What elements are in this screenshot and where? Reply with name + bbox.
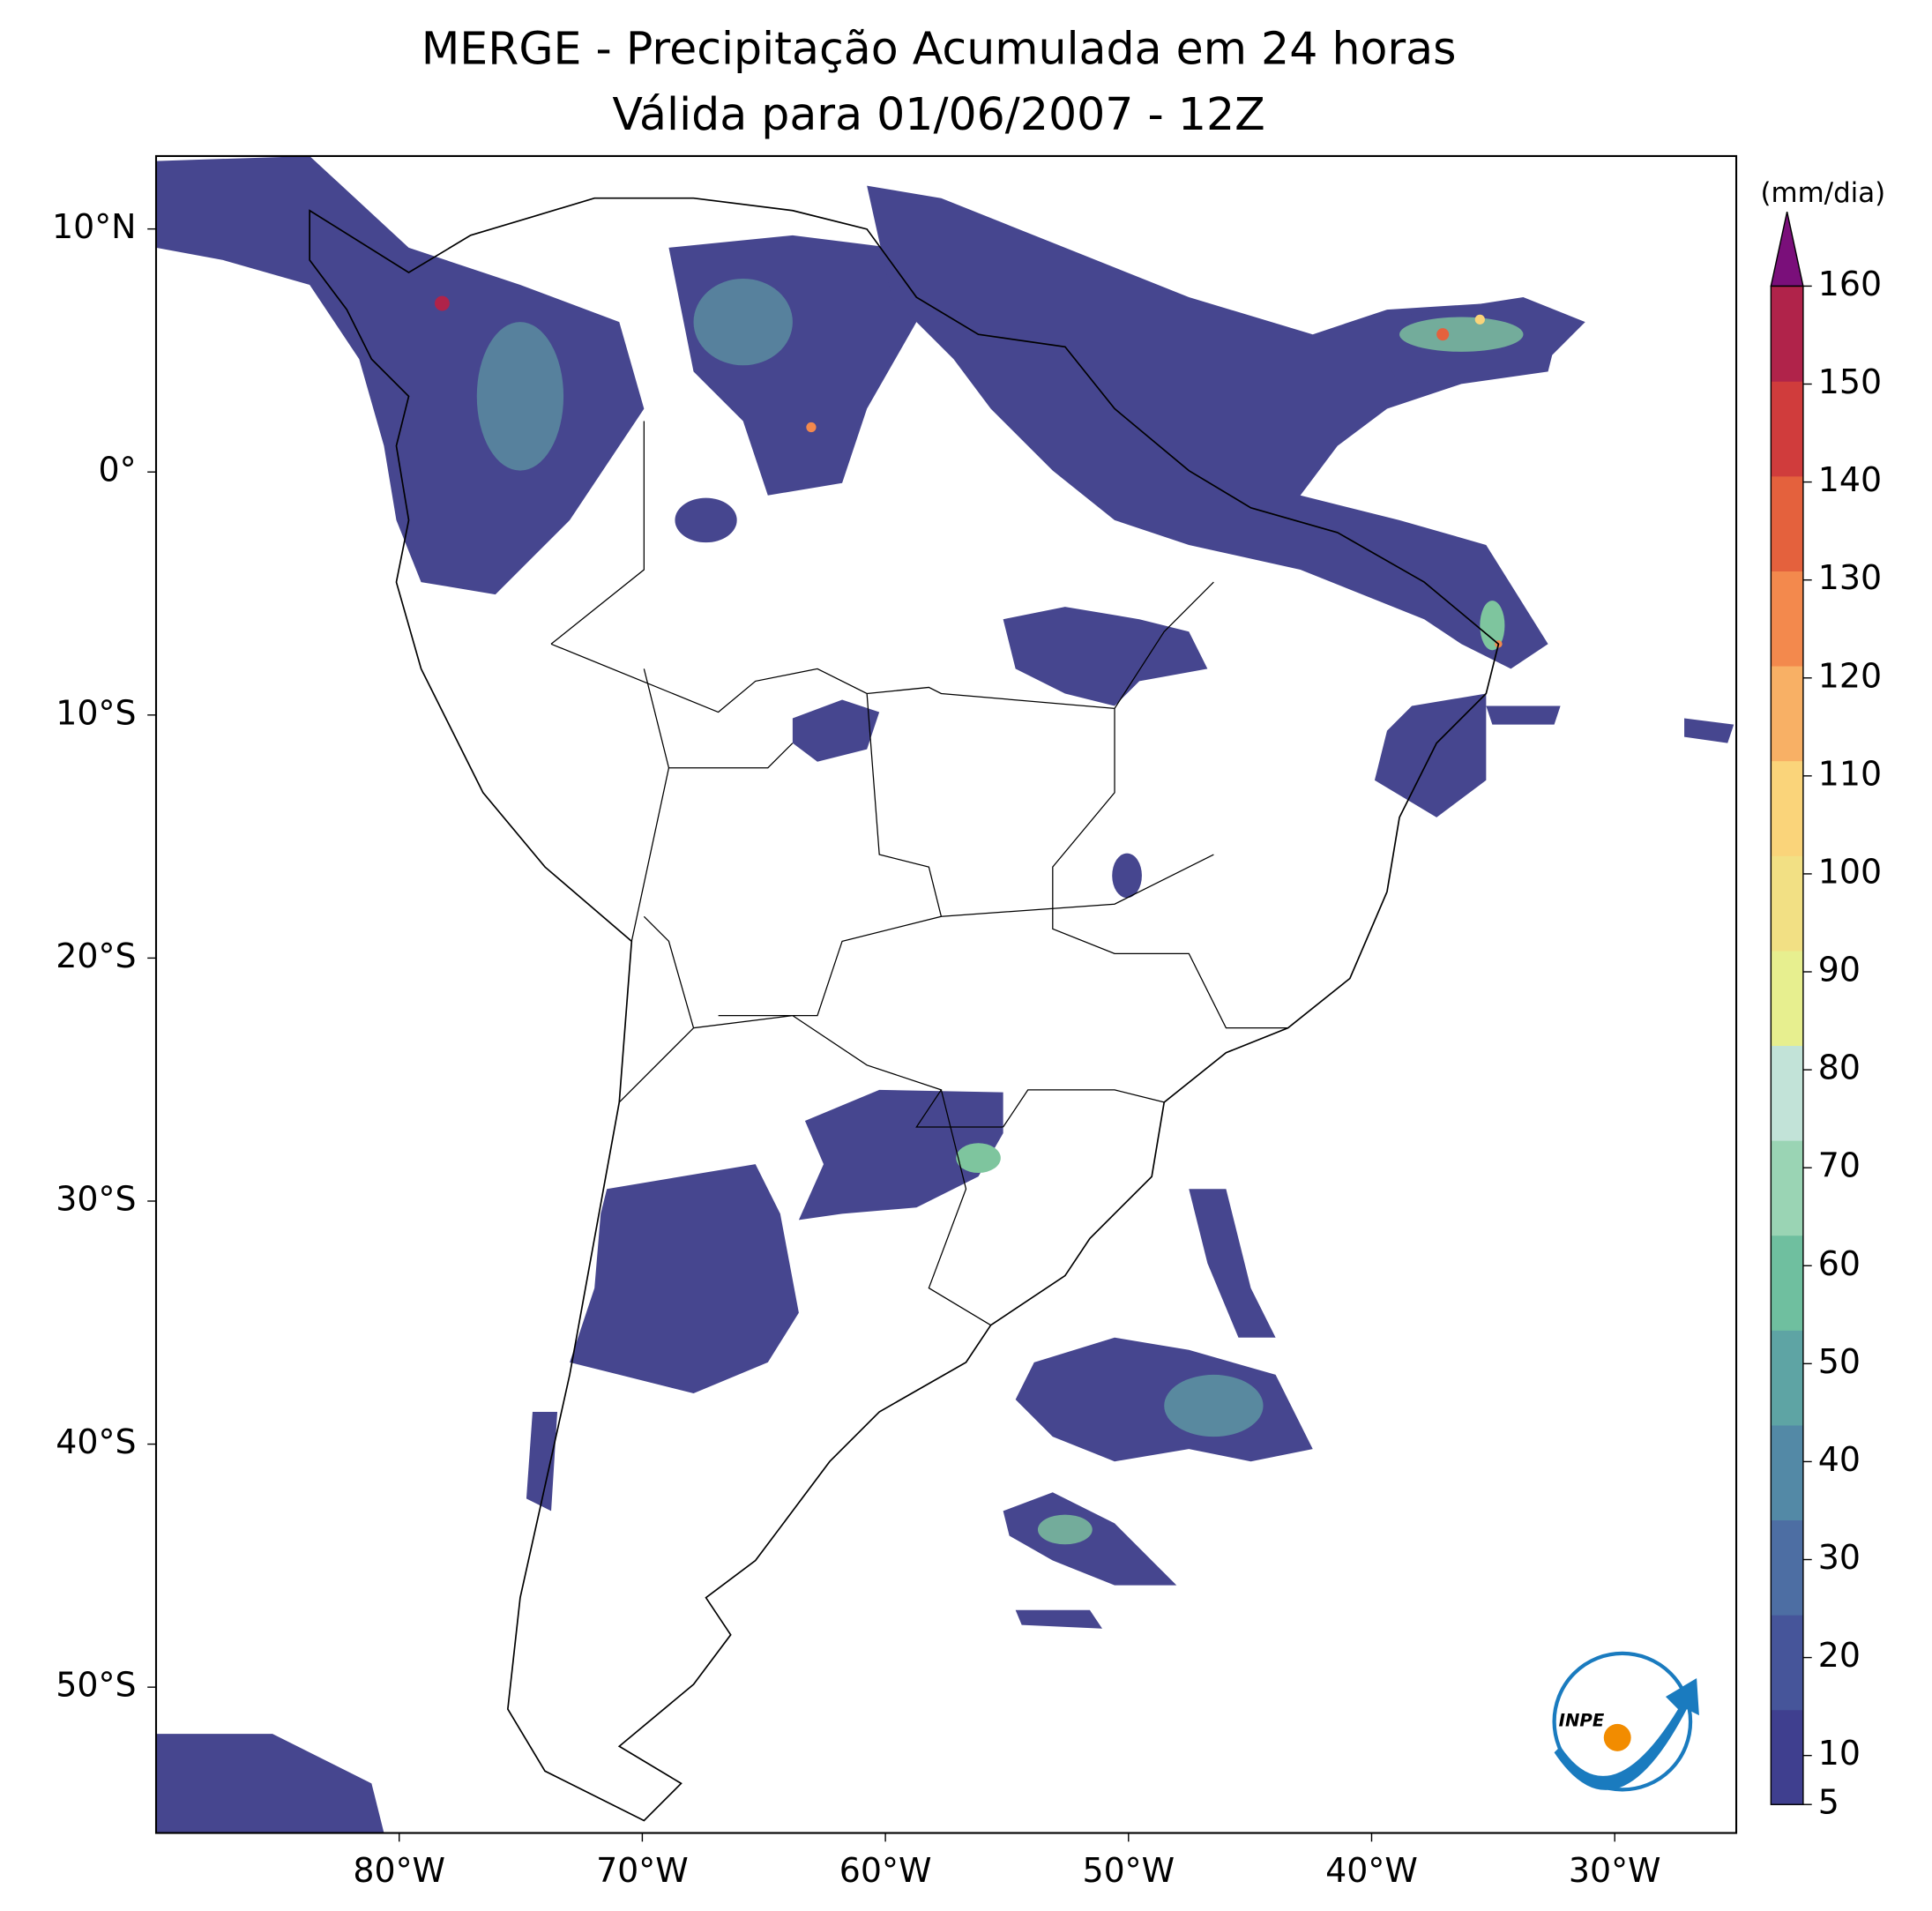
title: MERGE - Precipitação Acumulada em 24 hor… — [421, 22, 1457, 74]
colorbar-tick-label: 60 — [1818, 1244, 1861, 1283]
colorbar-tick-label: 140 — [1818, 460, 1882, 499]
colorbar-frame — [1770, 285, 1804, 1805]
colorbar-bin — [1771, 1614, 1803, 1711]
precip-highlights — [435, 278, 1524, 1545]
colorbar-bin — [1771, 1139, 1803, 1236]
x-tick-label: 30°W — [1569, 1851, 1661, 1890]
x-tick-label: 60°W — [839, 1851, 932, 1890]
colorbar-bin — [1771, 1709, 1803, 1805]
colorbar-tick-label: 20 — [1818, 1636, 1861, 1675]
x-tick-label: 80°W — [353, 1851, 445, 1890]
colorbar-bin — [1771, 286, 1803, 382]
colorbar-bin — [1771, 760, 1803, 856]
colorbar-bin — [1771, 475, 1803, 571]
y-tick-label: 50°S — [56, 1666, 136, 1705]
coastline — [309, 197, 1500, 1822]
borders — [550, 421, 1288, 1326]
colorbar-tick-label: 100 — [1818, 852, 1882, 891]
logo-arrow — [1554, 1677, 1699, 1790]
logo-ring — [1552, 1651, 1693, 1792]
colorbar-tick-label: 80 — [1818, 1049, 1861, 1087]
colorbar-tick-label: 40 — [1818, 1440, 1861, 1479]
colorbar-tick-label: 50 — [1818, 1342, 1861, 1381]
logo-text: INPE — [1559, 1711, 1605, 1731]
colorbar-tick-label: 150 — [1818, 362, 1882, 401]
y-tick-label: 10°N — [52, 207, 137, 246]
colorbar-tick-label: 30 — [1818, 1538, 1861, 1577]
logo-dot — [1603, 1723, 1631, 1751]
colorbar-label: (mm/dia) — [1760, 177, 1885, 209]
colorbar-bin — [1771, 1330, 1803, 1426]
colorbar-tick-label: 130 — [1818, 558, 1882, 597]
colorbar-tick-label: 90 — [1818, 951, 1861, 989]
map-frame — [154, 154, 1738, 1834]
x-tick-label: 70°W — [596, 1851, 689, 1890]
y-tick-label: 20°S — [56, 937, 136, 975]
colorbar-bin — [1771, 855, 1803, 952]
colorbar-extend — [1770, 212, 1804, 287]
y-tick-label: 0° — [98, 451, 136, 489]
colorbar-bin — [1771, 1235, 1803, 1331]
colorbar-bin — [1771, 1519, 1803, 1616]
colorbar-bin — [1771, 1424, 1803, 1521]
y-tick-label: 40°S — [56, 1422, 136, 1461]
y-tick-label: 10°S — [56, 693, 136, 732]
colorbar-bin — [1771, 381, 1803, 477]
colorbar-tick-label: 160 — [1818, 265, 1882, 303]
colorbar-tick-label: 120 — [1818, 656, 1882, 695]
colorbar-tick-label: 110 — [1818, 754, 1882, 793]
colorbar-bin — [1771, 1045, 1803, 1141]
x-tick-label: 50°W — [1082, 1851, 1175, 1890]
subtitle: Válida para 01/06/2007 - 12Z — [612, 88, 1264, 140]
x-tick-label: 40°W — [1325, 1851, 1418, 1890]
colorbar: 5 10 20 30 40 50 60 70 80 90 100 110 120 130 140 150 160 — [1770, 212, 1882, 1822]
colorbar-tick-label: 70 — [1818, 1146, 1861, 1185]
map-area — [154, 154, 1738, 1834]
colorbar-bin — [1771, 665, 1803, 762]
colorbar-tick-label: 10 — [1818, 1734, 1861, 1773]
y-tick-label: 30°S — [56, 1179, 136, 1218]
colorbar-tick-label: 5 — [1818, 1783, 1839, 1822]
logo: INPE — [1552, 1651, 1699, 1792]
colorbar-bin — [1771, 571, 1803, 667]
colorbar-bin — [1771, 950, 1803, 1047]
